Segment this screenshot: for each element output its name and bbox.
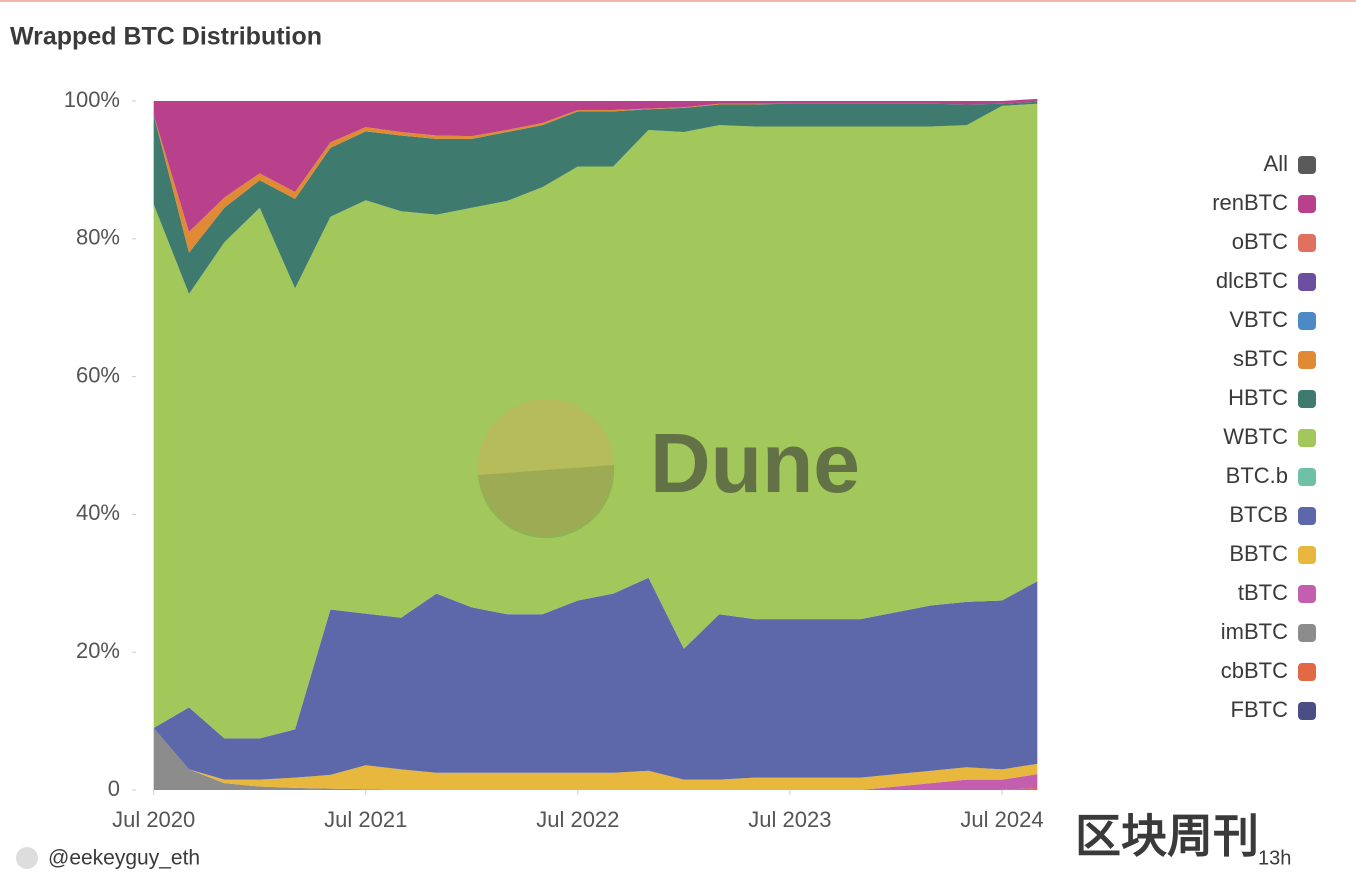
- avatar: [16, 847, 38, 869]
- top-border: [0, 0, 1356, 2]
- legend-swatch[interactable]: [1298, 507, 1316, 525]
- legend-swatch[interactable]: [1298, 312, 1316, 330]
- y-tick-label: 100%: [64, 87, 120, 112]
- y-tick-label: 80%: [76, 225, 120, 250]
- legend-swatch[interactable]: [1298, 351, 1316, 369]
- legend-label: BTC.b: [1226, 463, 1288, 488]
- watermark-logo-half: [478, 465, 615, 539]
- legend-label: FBTC: [1231, 697, 1289, 722]
- author[interactable]: @eekeyguy_eth: [48, 847, 200, 870]
- legend-label: HBTC: [1228, 385, 1288, 410]
- legend-label: renBTC: [1212, 190, 1288, 215]
- watermark-logo: [478, 399, 614, 535]
- legend-label: WBTC: [1223, 424, 1288, 449]
- legend-label: imBTC: [1221, 619, 1288, 644]
- legend-label: oBTC: [1232, 229, 1288, 254]
- legend-swatch[interactable]: [1298, 624, 1316, 642]
- legend-swatch[interactable]: [1298, 468, 1316, 486]
- legend-swatch[interactable]: [1298, 585, 1316, 603]
- legend-label: tBTC: [1238, 580, 1288, 605]
- legend-swatch[interactable]: [1298, 273, 1316, 291]
- legend-swatch[interactable]: [1298, 156, 1316, 174]
- legend-label: sBTC: [1233, 346, 1288, 371]
- x-tick-label: Jul 2021: [324, 807, 407, 832]
- y-tick-label: 40%: [76, 500, 120, 525]
- area: [153, 727, 1038, 790]
- legend: All renBTC oBTC dlcBTC VBTC sBTC HBTC WBTC BTC.b…: [1212, 151, 1316, 722]
- y-tick-label: 20%: [76, 638, 120, 663]
- legend-label: VBTC: [1229, 307, 1288, 332]
- legend-label: dlcBTC: [1216, 268, 1288, 293]
- y-tick-label: 60%: [76, 362, 120, 387]
- legend-label: cbBTC: [1221, 658, 1288, 683]
- legend-swatch[interactable]: [1298, 702, 1316, 720]
- legend-swatch[interactable]: [1298, 429, 1316, 447]
- area: [153, 577, 1038, 780]
- legend-swatch[interactable]: [1298, 195, 1316, 213]
- x-tick-label: Jul 2024: [960, 807, 1043, 832]
- overlay-text: 区块周刊: [1075, 810, 1259, 862]
- x-tick-label: Jul 2020: [112, 807, 195, 832]
- legend-label: BTCB: [1229, 502, 1288, 527]
- legend-swatch[interactable]: [1298, 546, 1316, 564]
- x-tick-label: Jul 2023: [748, 807, 831, 832]
- legend-swatch[interactable]: [1298, 234, 1316, 252]
- y-tick-label: 0: [108, 776, 120, 801]
- watermark: Dune: [650, 416, 860, 510]
- legend-swatch[interactable]: [1298, 390, 1316, 408]
- area: [153, 98, 1038, 232]
- chart-title: Wrapped BTC Distribution: [10, 23, 322, 51]
- age: 13h: [1258, 847, 1291, 869]
- legend-label: BBTC: [1229, 541, 1288, 566]
- area: [153, 727, 1038, 790]
- x-tick-label: Jul 2022: [536, 807, 619, 832]
- legend-label: All: [1264, 151, 1288, 176]
- legend-swatch[interactable]: [1298, 663, 1316, 681]
- area: [153, 101, 1038, 294]
